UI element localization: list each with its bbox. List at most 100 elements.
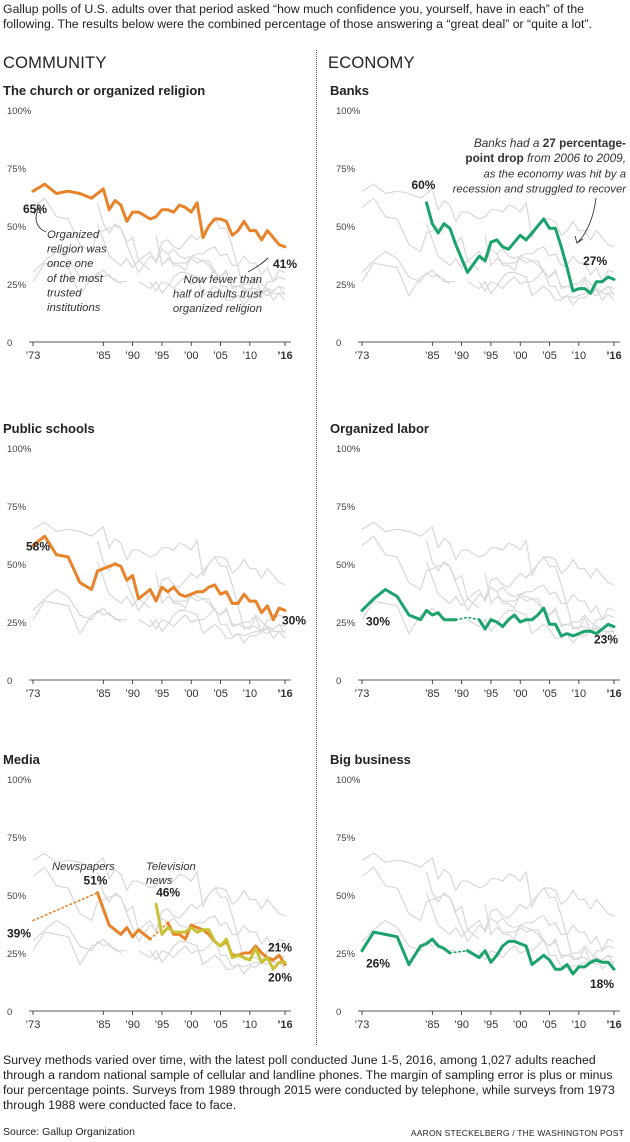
x-tick-label: ’10 [571, 1019, 586, 1031]
x-tick-label: ’90 [454, 1019, 469, 1031]
y-tick-label: 100% [336, 775, 361, 786]
context-line [32, 866, 286, 953]
context-line [361, 250, 456, 283]
context-line [467, 609, 615, 644]
y-tick-label: 100% [7, 444, 32, 455]
x-tick-label: ’10 [571, 688, 586, 700]
x-tick-label: ’10 [242, 1019, 257, 1031]
series-line [31, 534, 287, 622]
source-note: Source: Gallup Organization [3, 1126, 135, 1138]
y-tick-label: 75% [7, 164, 27, 175]
y-tick-label: 25% [7, 280, 27, 291]
context-line [361, 535, 615, 622]
context-line [32, 250, 127, 283]
context-line [138, 271, 286, 306]
data-label: 21% [268, 940, 292, 954]
y-tick-label: 75% [7, 502, 27, 513]
chart-panel: The church or organized religion 0 25% 50% 7… [3, 83, 297, 362]
series-line [455, 616, 480, 621]
chart-panel: Media 0 25% 50% 75% 100% ’73 ’85 ’90 ’95 ’00 ’05 ’10… [3, 752, 293, 1031]
annotation-arrow [577, 197, 597, 243]
context-line [155, 573, 285, 640]
x-tick-label: ’95 [155, 1019, 170, 1031]
y-tick-label: 50% [336, 891, 356, 902]
chart-title: Big business [330, 752, 411, 767]
x-tick-label: ’10 [242, 350, 257, 362]
x-tick-label: ’73 [355, 350, 370, 362]
chart-panel: Public schools 0 25% 50% 75% 100% ’73 ’85 ’90 ’95… [3, 421, 306, 700]
x-tick-label: ’95 [155, 350, 170, 362]
context-line [32, 262, 122, 297]
chart-title: Media [3, 752, 41, 767]
y-tick-label: 0 [7, 338, 12, 349]
data-label: 41% [273, 257, 297, 271]
y-tick-label: 0 [7, 676, 12, 687]
x-tick-label: ’16 [277, 688, 292, 700]
x-tick-label: ’05 [213, 688, 228, 700]
data-label: 46% [156, 885, 180, 899]
data-label: 30% [282, 613, 306, 627]
y-tick-label: 50% [7, 560, 27, 571]
y-tick-label: 0 [7, 1007, 12, 1018]
context-line [96, 223, 151, 271]
x-tick-label: ’85 [96, 688, 111, 700]
y-tick-label: 100% [7, 106, 32, 117]
context-line [425, 892, 480, 940]
series-line [96, 891, 152, 941]
context-line [425, 223, 480, 271]
x-tick-label: ’73 [355, 1019, 370, 1031]
y-tick-label: 50% [7, 891, 27, 902]
x-tick-label: ’00 [513, 688, 528, 700]
x-tick-label: ’16 [606, 350, 621, 362]
x-tick-label: ’16 [277, 350, 292, 362]
series-line [477, 606, 616, 638]
context-line [32, 535, 286, 622]
y-tick-label: 25% [7, 949, 27, 960]
y-tick-label: 25% [336, 280, 356, 291]
data-label: 26% [366, 957, 390, 971]
annotation-arrow [247, 257, 269, 273]
context-line [32, 919, 127, 952]
y-tick-label: 0 [336, 676, 341, 687]
y-tick-label: 75% [7, 833, 27, 844]
x-tick-label: ’90 [125, 350, 140, 362]
x-tick-label: ’00 [184, 1019, 199, 1031]
context-line [32, 931, 122, 966]
annotation-arrowhead [33, 205, 42, 215]
y-tick-label: 0 [336, 338, 341, 349]
y-tick-label: 75% [336, 833, 356, 844]
series-line [466, 939, 616, 976]
chart-title: The church or organized religion [3, 83, 205, 98]
context-line [32, 852, 286, 917]
context-line [425, 871, 615, 964]
context-line [155, 235, 285, 302]
x-tick-label: ’05 [213, 1019, 228, 1031]
series-name-label: Newspapers [52, 861, 115, 873]
y-tick-label: 50% [336, 222, 356, 233]
x-tick-label: ’73 [26, 350, 41, 362]
y-tick-label: 75% [336, 164, 356, 175]
x-tick-label: ’90 [454, 688, 469, 700]
context-line [149, 606, 286, 637]
data-label: 65% [23, 202, 47, 216]
series-line [31, 182, 287, 249]
annotation-text: Organized religion was once one of the most… [47, 229, 107, 314]
y-tick-label: 25% [336, 618, 356, 629]
series-line [154, 902, 287, 971]
x-tick-label: ’05 [542, 350, 557, 362]
x-tick-label: ’16 [606, 1019, 621, 1031]
annotation-text: point drop from 2006 to 2009, [465, 151, 626, 165]
y-tick-label: 50% [336, 560, 356, 571]
context-line [149, 268, 286, 299]
series-name-label: Television news [146, 861, 196, 887]
x-tick-label: ’73 [355, 688, 370, 700]
series-line [449, 949, 469, 954]
x-tick-label: ’85 [425, 688, 440, 700]
annotation-arrow [35, 209, 47, 233]
column-divider [316, 50, 317, 1045]
data-label: 27% [583, 254, 607, 268]
context-line [138, 609, 286, 644]
y-tick-label: 100% [336, 106, 361, 117]
x-tick-label: ’95 [484, 1019, 499, 1031]
